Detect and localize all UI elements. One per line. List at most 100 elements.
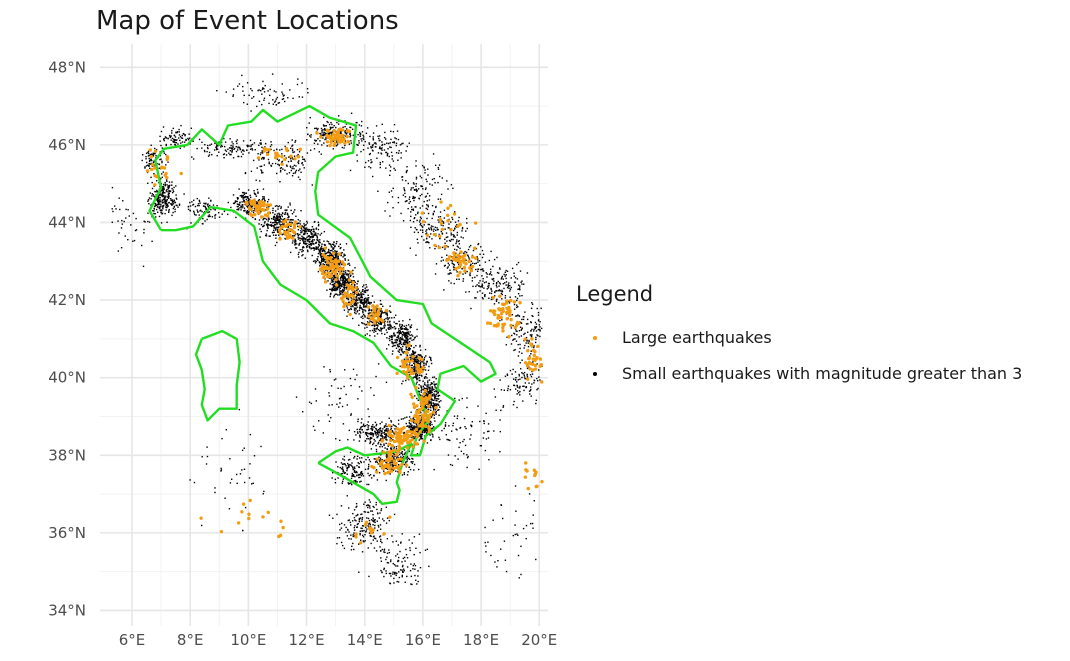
small-earthquake-point (413, 553, 415, 556)
small-earthquake-point (367, 297, 369, 299)
small-earthquake-point (166, 198, 169, 201)
small-earthquake-point (278, 221, 280, 223)
small-earthquake-point (432, 434, 434, 436)
small-earthquake-point (364, 290, 366, 292)
small-earthquake-point (304, 232, 306, 235)
small-earthquake-point (156, 189, 158, 192)
small-earthquake-point (245, 211, 248, 213)
small-earthquake-point (362, 299, 364, 301)
small-earthquake-point (352, 269, 354, 272)
small-earthquake-point (232, 157, 235, 159)
small-earthquake-point (338, 289, 341, 291)
small-earthquake-point (216, 144, 218, 147)
small-earthquake-point (352, 276, 355, 278)
small-earthquake-point (351, 305, 353, 307)
small-earthquake-point (357, 297, 359, 299)
small-earthquake-point (361, 303, 364, 305)
small-earthquake-point (367, 506, 369, 509)
small-earthquake-point (420, 419, 423, 422)
small-earthquake-point (341, 463, 344, 465)
small-earthquake-point (404, 343, 406, 346)
small-earthquake-point (248, 204, 250, 207)
small-earthquake-point (359, 131, 361, 134)
small-earthquake-point (319, 132, 321, 135)
small-earthquake-point (332, 258, 334, 260)
small-earthquake-point (380, 303, 383, 305)
small-earthquake-point (373, 519, 376, 522)
small-earthquake-point (372, 144, 374, 146)
small-earthquake-point (272, 224, 274, 227)
small-earthquake-point (482, 253, 485, 255)
small-earthquake-point (300, 228, 303, 230)
small-earthquake-point (340, 132, 342, 135)
small-earthquake-point (462, 280, 464, 282)
small-earthquake-point (323, 133, 325, 136)
small-earthquake-point (315, 260, 317, 263)
small-earthquake-point (375, 448, 378, 451)
small-earthquake-point (155, 204, 157, 206)
small-earthquake-point (236, 200, 238, 203)
small-earthquake-point (393, 167, 395, 170)
small-earthquake-point (280, 223, 282, 226)
small-earthquake-point (321, 134, 323, 136)
small-earthquake-point (393, 464, 395, 467)
small-earthquake-point (369, 474, 372, 476)
small-earthquake-point (444, 264, 447, 267)
small-earthquake-point (163, 196, 166, 199)
small-earthquake-point (356, 306, 358, 308)
small-earthquake-point (311, 235, 313, 237)
small-earthquake-point (152, 152, 154, 154)
small-earthquake-point (369, 167, 372, 169)
small-earthquake-point (401, 348, 403, 350)
small-earthquake-point (158, 199, 161, 201)
small-earthquake-point (399, 337, 402, 339)
small-earthquake-point (454, 227, 456, 229)
small-earthquake-point (370, 315, 372, 317)
small-earthquake-point (395, 347, 398, 349)
small-earthquake-point (327, 121, 329, 124)
small-earthquake-point (412, 421, 415, 424)
small-earthquake-point (367, 297, 370, 299)
small-earthquake-point (335, 145, 338, 147)
small-earthquake-point (172, 211, 174, 214)
small-earthquake-point (502, 282, 505, 285)
small-earthquake-point (413, 418, 415, 421)
small-earthquake-point (174, 139, 176, 141)
small-earthquake-point (425, 373, 428, 375)
small-earthquake-point (343, 288, 346, 290)
small-earthquake-point (434, 397, 436, 400)
small-earthquake-point (435, 413, 437, 415)
small-earthquake-point (298, 244, 300, 246)
small-earthquake-point (167, 161, 169, 163)
small-earthquake-point (393, 458, 396, 461)
small-earthquake-point (425, 238, 428, 240)
small-earthquake-point (440, 193, 443, 196)
small-earthquake-point (337, 280, 340, 283)
small-earthquake-point (431, 238, 433, 240)
small-earthquake-point (353, 286, 355, 289)
small-earthquake-point (379, 457, 382, 459)
small-earthquake-point (278, 234, 280, 236)
small-earthquake-point (360, 125, 363, 127)
small-earthquake-point (181, 137, 184, 140)
small-earthquake-point (450, 232, 452, 234)
small-earthquake-point (370, 477, 373, 479)
small-earthquake-point (382, 312, 384, 314)
small-earthquake-point (361, 308, 363, 310)
small-earthquake-point (442, 259, 444, 261)
small-earthquake-point (498, 285, 500, 287)
small-earthquake-point (385, 572, 388, 575)
small-earthquake-point (320, 259, 323, 262)
small-earthquake-point (174, 201, 176, 204)
small-earthquake-point (312, 241, 314, 243)
small-earthquake-point (422, 389, 425, 391)
small-earthquake-point (167, 188, 170, 190)
small-earthquake-point (339, 282, 341, 284)
small-earthquake-point (406, 145, 408, 148)
small-earthquake-point (503, 287, 505, 290)
small-earthquake-point (461, 268, 463, 270)
small-earthquake-point (161, 173, 163, 175)
small-earthquake-point (257, 191, 259, 193)
small-earthquake-point (336, 513, 338, 516)
small-earthquake-point (379, 303, 382, 305)
